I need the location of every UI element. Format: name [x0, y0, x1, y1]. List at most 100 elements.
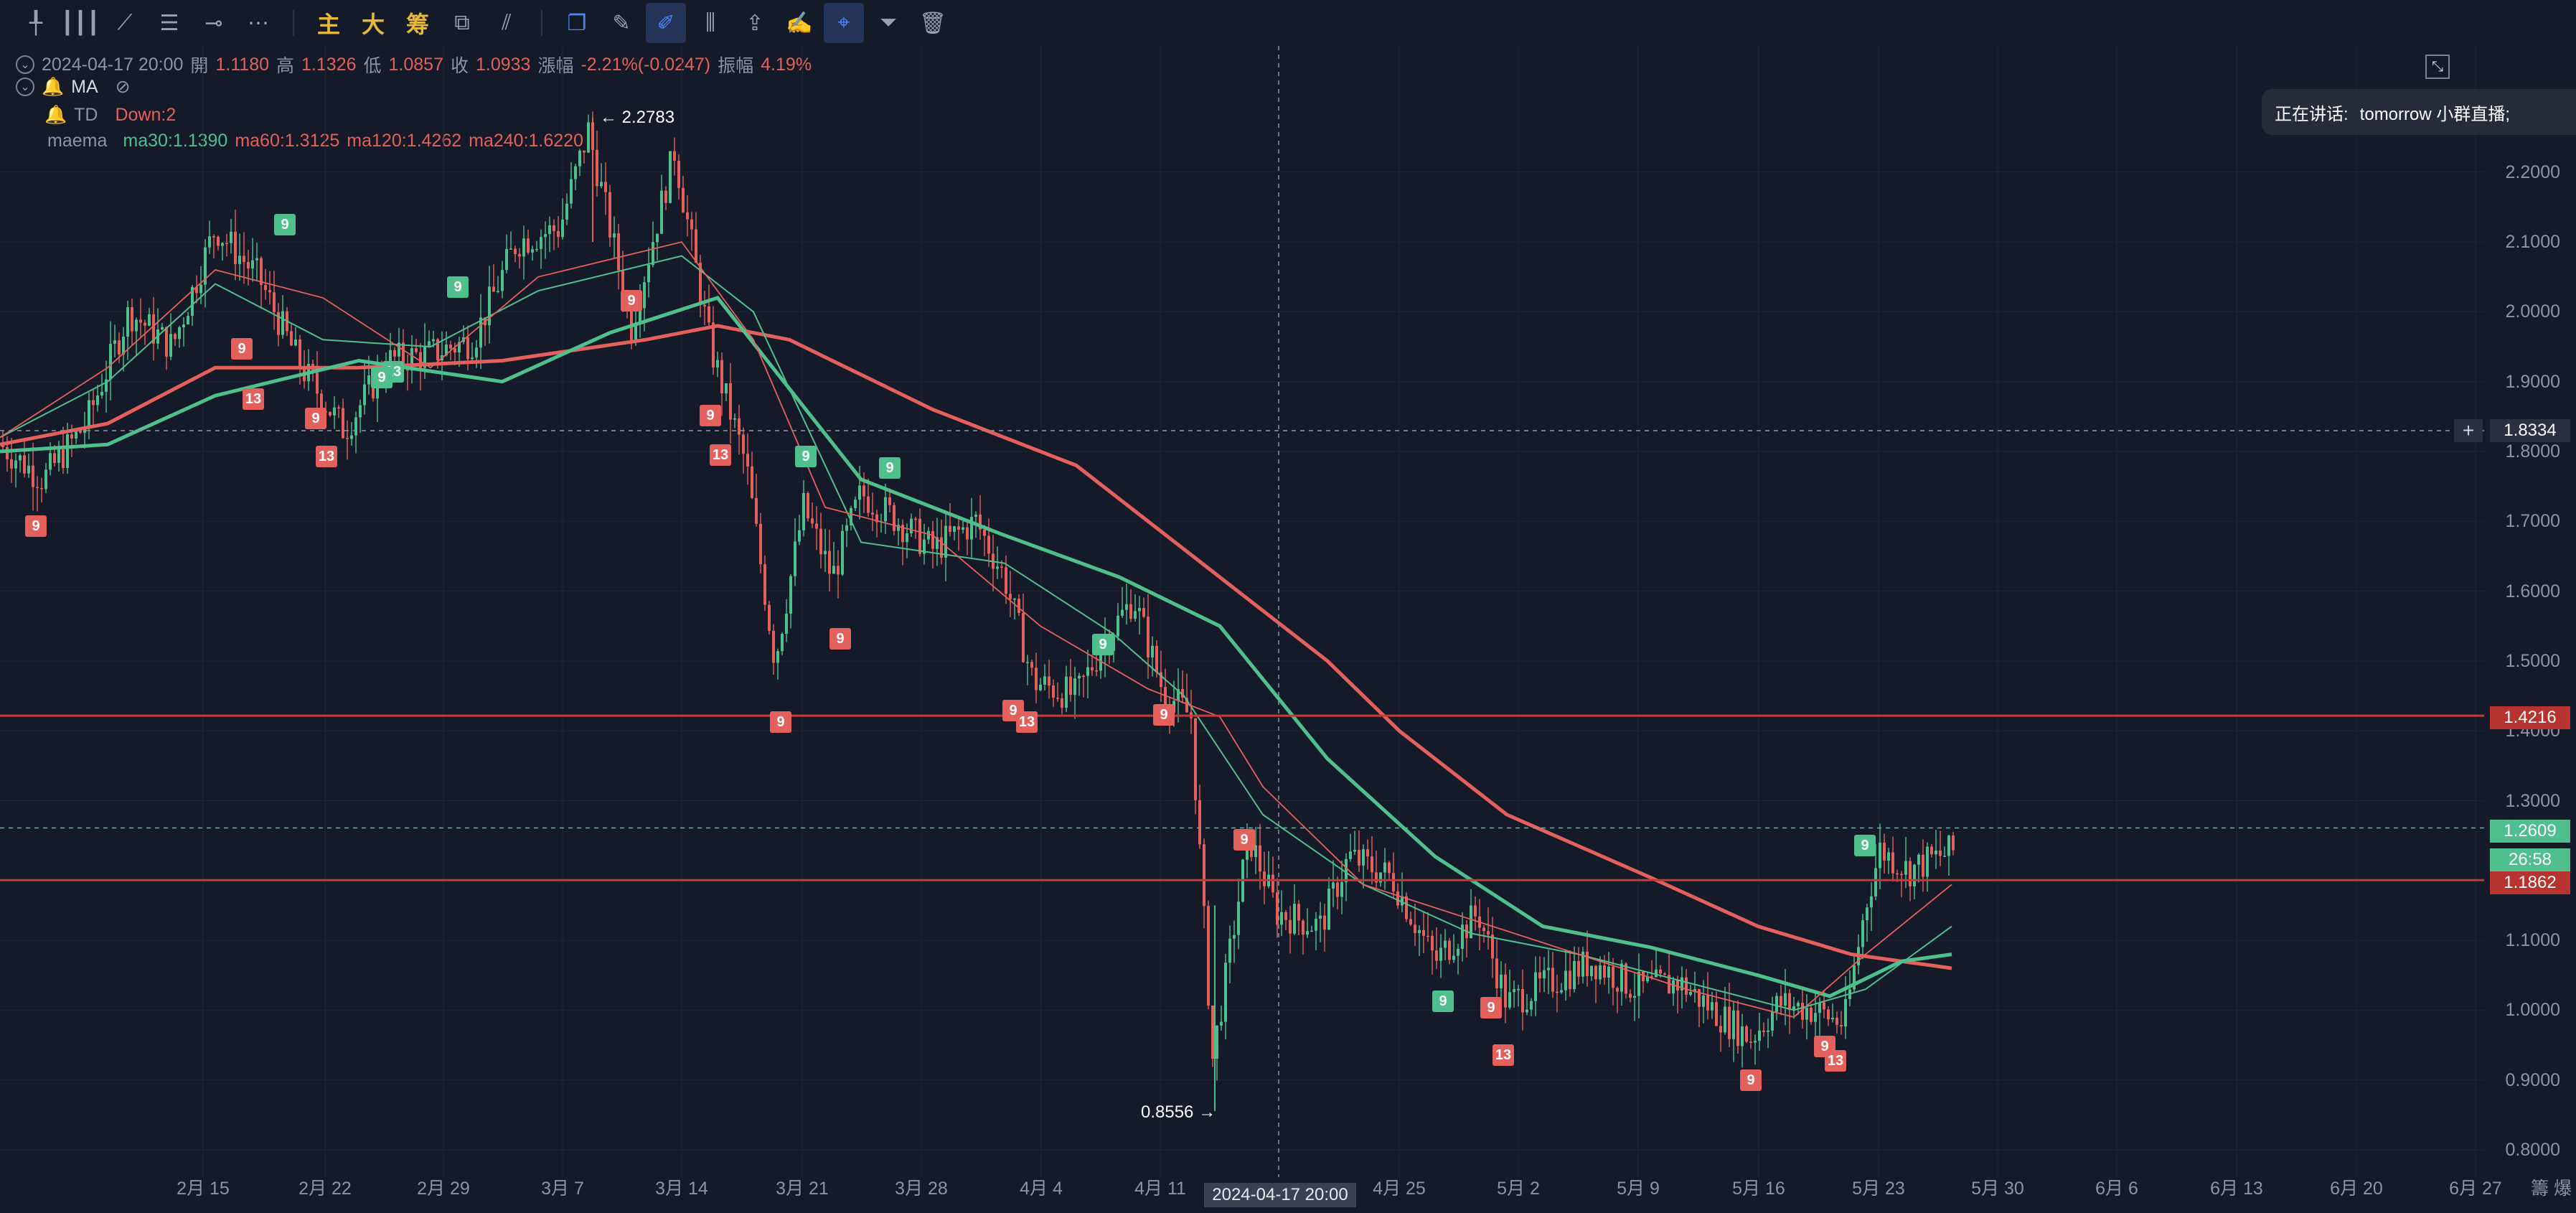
candle-body [1022, 613, 1025, 662]
horizontal-ray-icon[interactable]: ⊸ [205, 11, 223, 35]
candle-body [862, 485, 865, 497]
candle-body [156, 329, 159, 344]
candle-body [1771, 1011, 1774, 1031]
candle-body [1280, 912, 1283, 925]
filter-icon[interactable]: ⏷ [880, 11, 897, 34]
high-value: 1.1326 [301, 54, 357, 75]
fib-icon[interactable]: ☰ [159, 11, 179, 35]
td-indicator-name[interactable]: TD [74, 105, 98, 125]
date-tick-label: 4月 4 [1020, 1179, 1063, 1199]
candle-body [19, 455, 22, 461]
candle-body [1293, 904, 1296, 934]
candle-body [1457, 948, 1459, 956]
big-order-button[interactable]: 大 [361, 11, 385, 37]
high-label: 高 [276, 56, 295, 76]
ma-indicator-name[interactable]: MA [71, 76, 98, 97]
collapse-chevron-icon[interactable]: ⌄ [16, 55, 34, 74]
date-tick-label: 3月 7 [541, 1179, 584, 1199]
candle-body [1315, 918, 1317, 931]
candle-body [983, 529, 986, 536]
price-tick-label: 1.8000 [2505, 441, 2560, 462]
draw-pen-icon[interactable]: ✐ [646, 3, 686, 43]
note-icon[interactable]: ✍ [786, 11, 813, 35]
candle-body [742, 434, 745, 454]
magnet-icon[interactable]: ⌖ [824, 3, 864, 43]
candle-body [1853, 965, 1856, 990]
candle-body [841, 530, 844, 575]
candle-body [1418, 929, 1421, 934]
candle-body [509, 248, 512, 250]
candle-body [936, 537, 939, 549]
candle-body [570, 179, 573, 204]
candle-body [1685, 977, 1688, 995]
candle-body [1396, 891, 1399, 906]
candle-body [363, 384, 366, 406]
pattern-icon[interactable]: ⧉ [454, 11, 470, 34]
candle-body [535, 248, 538, 250]
collapse-chevron-icon[interactable]: ⌄ [16, 78, 34, 96]
bell-icon[interactable]: 🔔 [44, 105, 67, 125]
candle-body [1702, 995, 1705, 1007]
add-alert-plus-icon[interactable]: + [2454, 419, 2483, 442]
main-chart-button[interactable]: 主 [316, 11, 340, 37]
candle-body [1379, 872, 1382, 883]
td-count-badge: 13 [710, 444, 731, 466]
share-icon[interactable]: ⇪ [746, 11, 764, 35]
candle-body [1569, 970, 1571, 990]
candle-body [1784, 993, 1787, 1006]
crosshair-price-tag: 1.8334 [2490, 419, 2570, 442]
live-notice-banner[interactable]: 正在讲话: tomorrow 小群直播; [2262, 89, 2576, 135]
candle-body [553, 225, 555, 231]
date-tick-label: 2月 29 [417, 1179, 470, 1199]
candle-body [1422, 929, 1425, 936]
fullscreen-icon[interactable]: ⤡ [2425, 55, 2450, 79]
candle-body [1276, 892, 1279, 925]
trash-icon[interactable]: 🗑 [918, 11, 947, 35]
maema-name[interactable]: maema [47, 131, 108, 151]
candle-body [682, 187, 685, 212]
corner-label[interactable]: 籌 爆 [2531, 1179, 2572, 1199]
trend-line-icon[interactable]: ⟋ [117, 11, 133, 34]
candle-body [199, 284, 202, 294]
more-icon[interactable]: ⋯ [248, 11, 269, 35]
ruler-icon[interactable]: ✎ [612, 11, 631, 35]
candle-body [1099, 653, 1102, 671]
candle-body [1147, 617, 1150, 657]
candle-body [931, 530, 934, 549]
bell-icon[interactable]: 🔔 [42, 76, 65, 97]
cursor-icon[interactable]: ╀ [29, 11, 43, 35]
candle-body [367, 375, 370, 385]
candle-body [6, 446, 9, 459]
candle-body [1780, 996, 1782, 1006]
candle-body [1340, 882, 1343, 897]
candle-body [652, 242, 654, 266]
candle-body [514, 248, 517, 255]
candle-body [1947, 835, 1950, 856]
hide-eye-icon[interactable]: ⊘ [115, 77, 131, 97]
candle-body [1517, 988, 1520, 990]
candle-body [729, 383, 732, 420]
candles-icon[interactable]: ⫼ [705, 11, 715, 34]
price-tick-label: 1.1000 [2505, 930, 2560, 951]
indicator-icon[interactable]: ⫽ [502, 11, 512, 34]
candle-body [906, 533, 908, 543]
candle-body [1526, 1009, 1528, 1013]
candle-body [1306, 931, 1309, 935]
candle-body [1564, 970, 1567, 990]
candle-body [1663, 973, 1666, 975]
chip-button[interactable]: 筹 [405, 11, 429, 37]
candle-body [1530, 1001, 1533, 1010]
candle-body [501, 270, 504, 291]
low-label: 低 [363, 56, 382, 76]
candle-body [307, 364, 310, 382]
candle-body [962, 527, 964, 530]
candle-body [1913, 864, 1916, 886]
candle-body [1762, 1030, 1765, 1032]
candle-body [1883, 843, 1886, 861]
candle-body [880, 521, 883, 523]
vertical-lines-icon[interactable]: ┃┃┃ [60, 11, 100, 35]
candle-body [751, 466, 753, 498]
copy-icon[interactable]: ❐ [567, 11, 587, 35]
candle-body [600, 182, 603, 187]
